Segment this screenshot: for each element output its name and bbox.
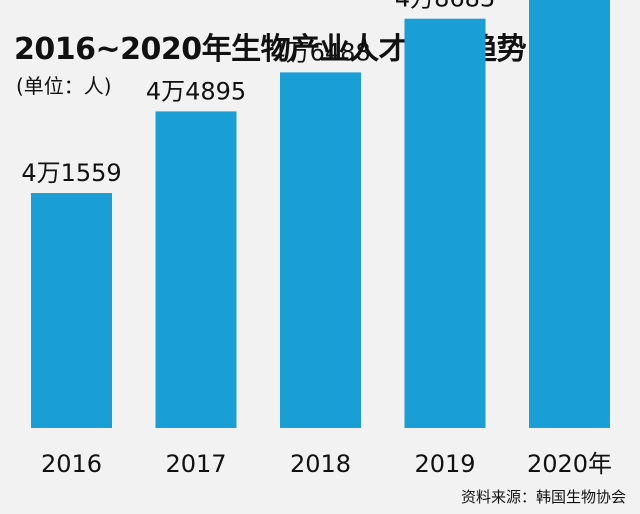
bar-2018 bbox=[280, 72, 361, 429]
bar-2017 bbox=[155, 111, 237, 429]
category-label: 2017 bbox=[165, 450, 226, 478]
category-label: 2019 bbox=[414, 450, 475, 478]
bars-group bbox=[31, 0, 610, 429]
unit-label: (单位：人) bbox=[16, 74, 112, 98]
value-labels-group: 4万15594万48954万64884万86835万3546 bbox=[21, 0, 495, 187]
bar-2019 bbox=[404, 18, 486, 428]
category-label: 2016 bbox=[41, 450, 102, 478]
source-note: 资料来源：韩国生物协会 bbox=[460, 488, 626, 506]
category-label: 2020年 bbox=[527, 450, 612, 478]
value-label: 4万8683 bbox=[395, 0, 495, 13]
value-label: 4万4895 bbox=[146, 77, 246, 105]
value-label: 4万6488 bbox=[270, 38, 370, 66]
category-labels-group: 2016 2017 2018 2019 2020年 bbox=[41, 450, 612, 478]
bar-2020年 bbox=[529, 0, 610, 429]
category-label: 2018 bbox=[290, 450, 351, 478]
bar-2016 bbox=[31, 193, 112, 428]
value-label: 4万1559 bbox=[21, 159, 121, 187]
